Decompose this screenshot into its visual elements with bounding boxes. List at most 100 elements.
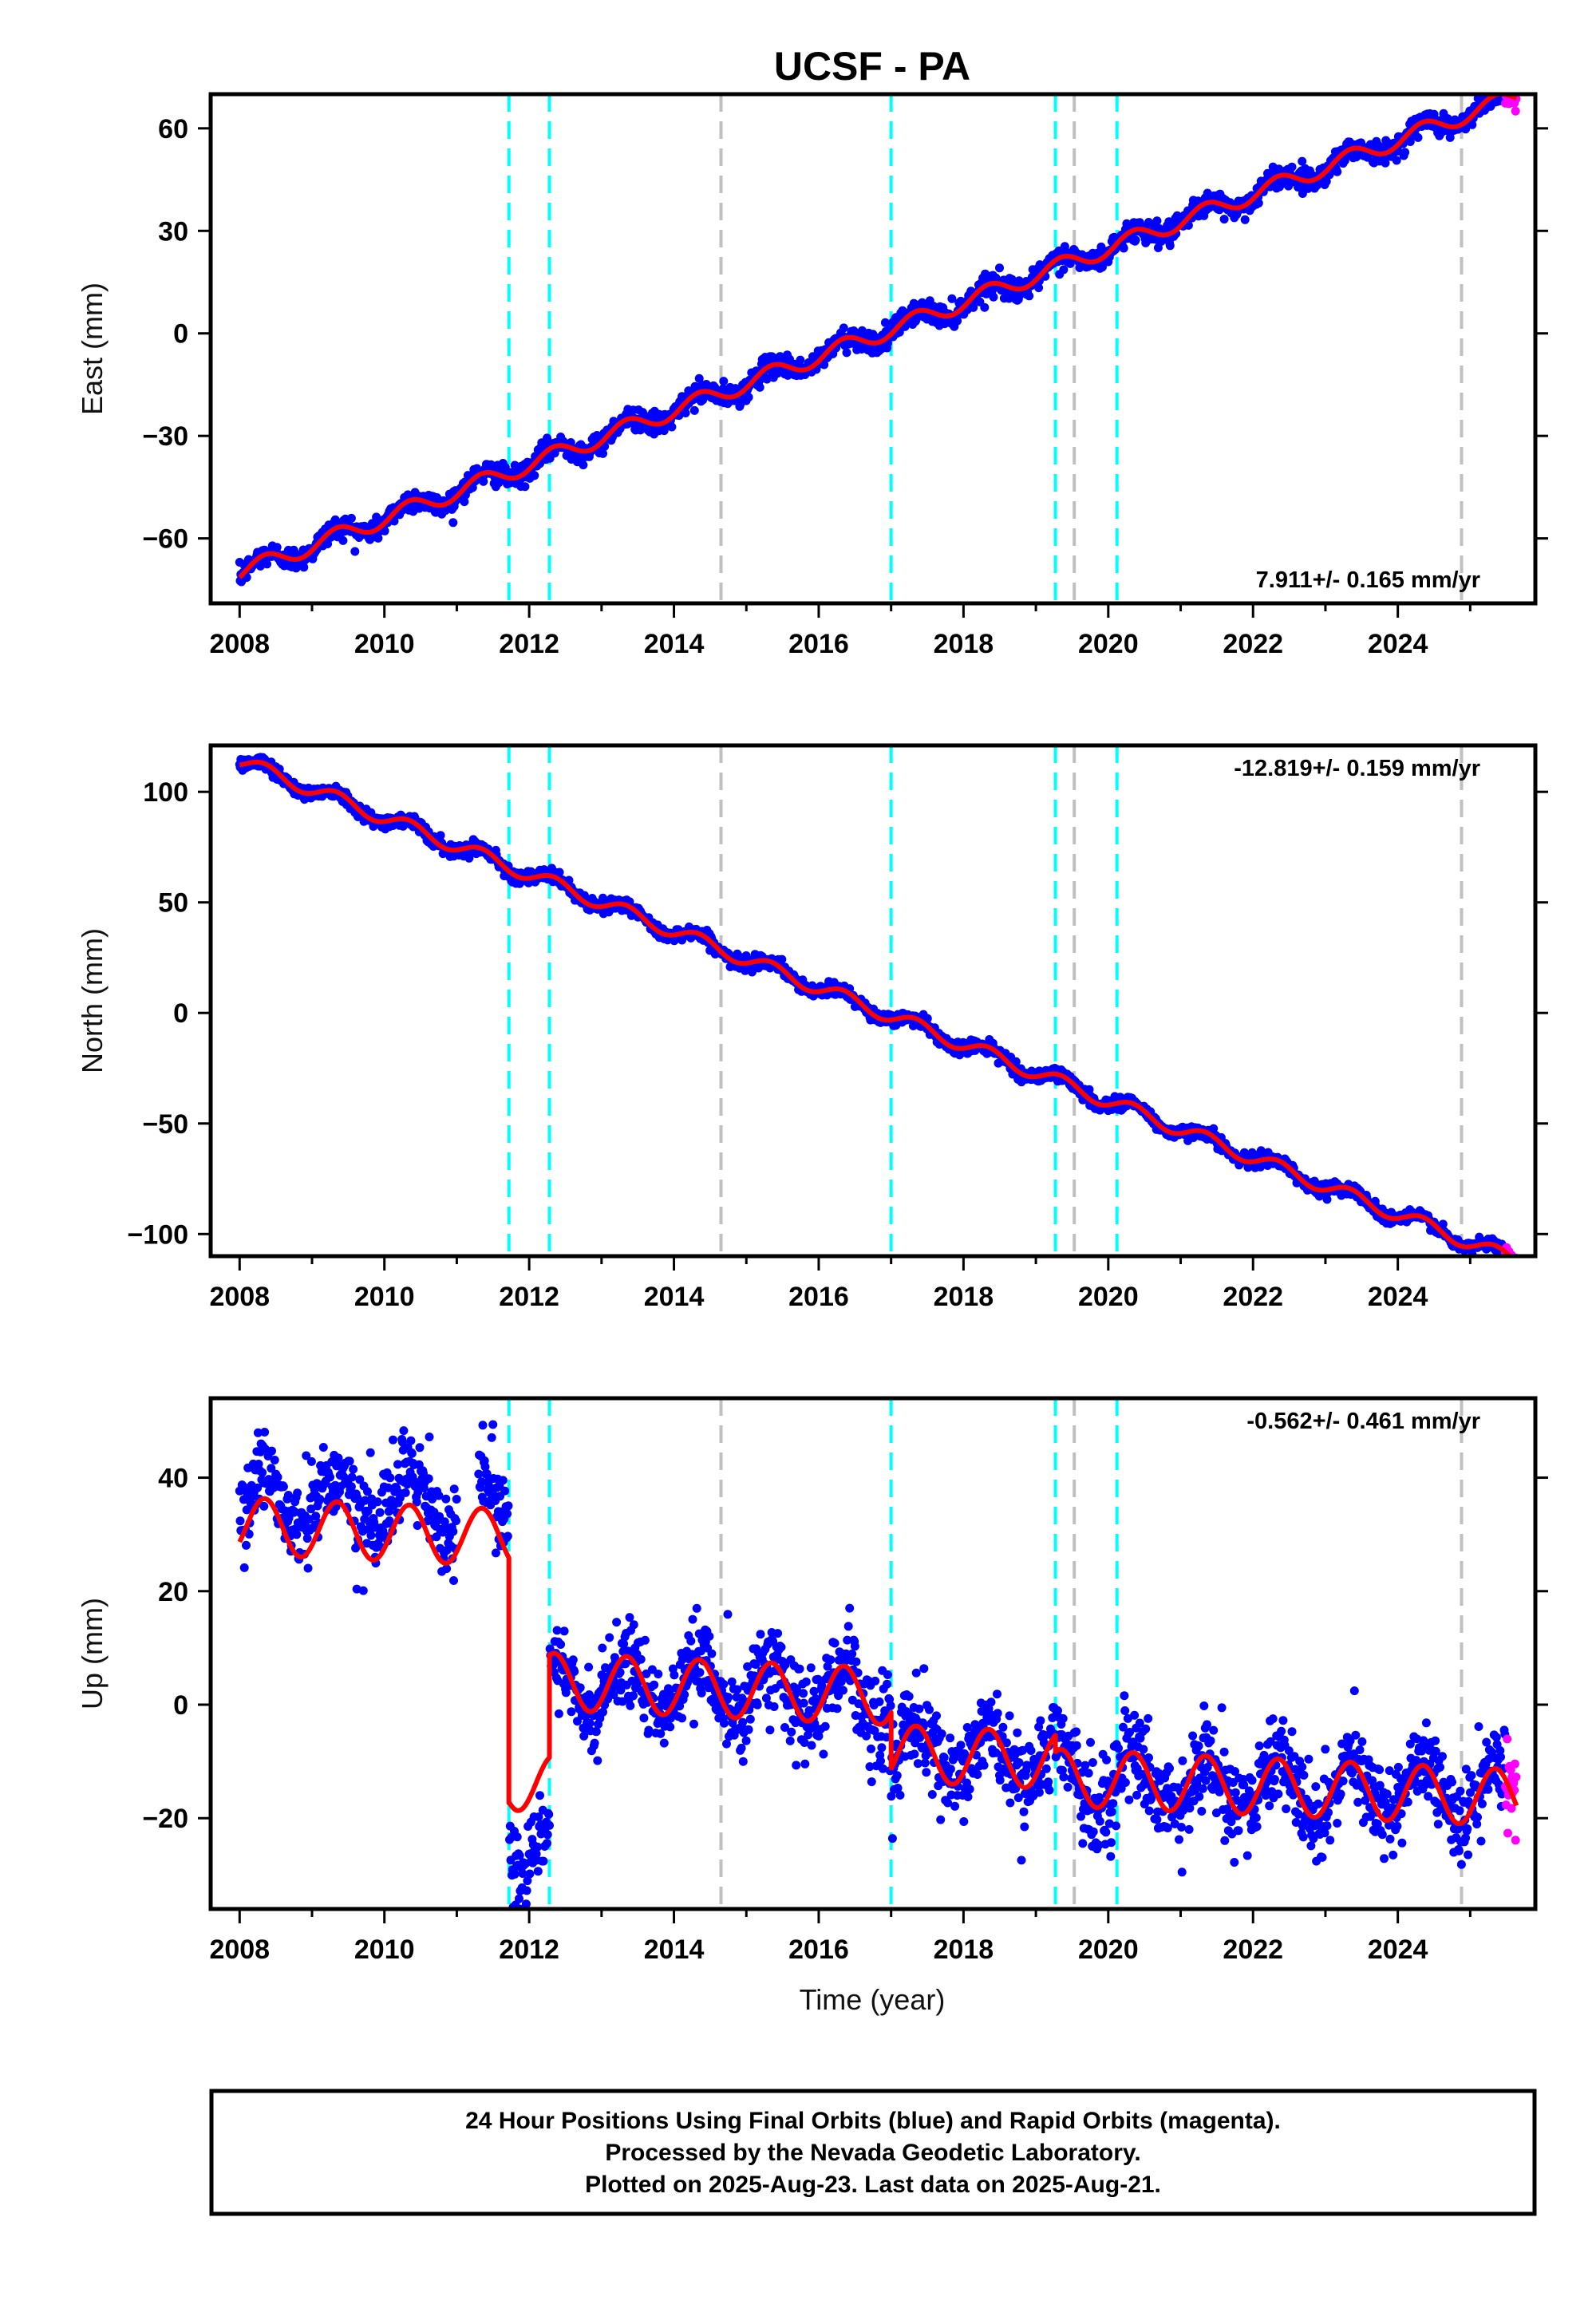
x-tick-label: 2018 [934, 629, 994, 659]
final-orbit-point [415, 1443, 425, 1452]
final-orbit-point [1333, 167, 1342, 176]
final-orbit-point [373, 1497, 382, 1507]
y-tick-label: 30 [158, 216, 188, 247]
final-orbit-point [375, 1508, 385, 1517]
final-orbit-point [744, 393, 753, 402]
final-orbit-point [448, 1527, 458, 1536]
final-orbit-point [1321, 176, 1331, 186]
final-orbit-point [346, 513, 356, 523]
final-orbit-point [591, 1727, 601, 1737]
final-orbit-point [584, 1662, 594, 1672]
velocity-label: 7.911+/- 0.165 mm/yr [1256, 567, 1480, 593]
x-tick-label: 2020 [1078, 629, 1139, 659]
x-tick-label: 2024 [1368, 1282, 1428, 1312]
final-orbit-point [1025, 291, 1034, 301]
final-orbit-point [478, 1421, 488, 1430]
final-orbit-point [568, 1655, 578, 1665]
final-orbit-point [1240, 215, 1250, 224]
final-orbit-point [520, 482, 530, 492]
final-orbit-point [452, 1495, 461, 1504]
final-orbit-point [545, 1820, 554, 1830]
final-orbit-point [460, 497, 469, 507]
x-tick-label: 2010 [354, 629, 415, 659]
final-orbit-point [260, 1428, 270, 1437]
x-tick-label: 2016 [788, 629, 849, 659]
final-orbit-point [1119, 243, 1128, 253]
final-orbit-point [503, 1509, 512, 1519]
final-orbit-point [554, 1709, 563, 1718]
final-orbit-point [406, 1436, 416, 1445]
x-tick-label: 2014 [644, 629, 705, 659]
rapid-orbit-point [1511, 106, 1520, 116]
y-tick-label: −100 [127, 1219, 188, 1250]
x-tick-label: 2022 [1223, 1282, 1283, 1312]
final-orbit-point [302, 1534, 312, 1543]
final-orbit-point [448, 518, 458, 528]
final-orbit-point [315, 1495, 325, 1504]
final-orbit-point [598, 449, 607, 458]
final-orbit-point [242, 1540, 251, 1550]
final-orbit-point [512, 1832, 522, 1842]
final-orbit-point [239, 1563, 249, 1572]
x-tick-label: 2020 [1078, 1282, 1139, 1312]
final-orbit-point [441, 1494, 451, 1504]
final-orbit-point [366, 1531, 376, 1540]
final-orbit-point [283, 1491, 293, 1500]
final-orbit-point [510, 1869, 519, 1879]
y-axis-title: East (mm) [76, 283, 109, 415]
final-orbit-point [1164, 217, 1174, 227]
final-orbit-point [796, 355, 805, 365]
final-orbit-point [503, 1531, 512, 1541]
final-orbit-point [556, 1640, 566, 1649]
final-orbit-point [1400, 148, 1410, 157]
final-orbit-point [488, 1420, 498, 1429]
final-orbit-point [401, 1488, 410, 1497]
final-orbit-point [407, 1448, 417, 1458]
final-orbit-point [380, 526, 389, 536]
final-orbit-point [567, 1707, 576, 1717]
final-orbit-point [345, 1456, 354, 1466]
final-orbit-point [667, 422, 677, 432]
final-orbit-point [500, 1486, 510, 1496]
east-panel: 2008 2010 2012 2014 2016 2018 2020 2022 20246030… [76, 92, 1548, 659]
north-panel: 2008 2010 2012 2014 2016 2018 2020 2022 20241005… [76, 743, 1548, 1312]
final-orbit-point [880, 318, 890, 327]
x-tick-label: 2010 [354, 1282, 415, 1312]
final-orbit-point [980, 302, 990, 312]
final-orbit-point [235, 1516, 245, 1526]
final-orbit-point [777, 954, 787, 964]
y-tick-label: 50 [158, 888, 188, 919]
final-orbit-point [292, 1530, 302, 1539]
final-orbit-point [449, 1576, 458, 1585]
model-fit-curve [238, 94, 1519, 579]
final-orbit-point [719, 377, 729, 386]
final-orbit-point [358, 1586, 368, 1595]
final-orbit-point [1287, 162, 1297, 172]
final-orbit-point [533, 1867, 543, 1876]
final-orbit-point [365, 1448, 375, 1457]
final-orbit-point [318, 1443, 328, 1452]
final-orbit-point [543, 1830, 552, 1840]
final-orbit-point [303, 1563, 313, 1573]
final-orbit-point [585, 1718, 595, 1728]
x-tick-label: 2008 [209, 629, 270, 659]
final-orbit-point [1298, 156, 1307, 166]
final-orbit-point [544, 1810, 554, 1819]
final-orbit-point [452, 1516, 460, 1526]
final-orbit-point [389, 1435, 397, 1445]
final-orbit-point [1381, 158, 1390, 168]
velocity-label: -12.819+/- 0.159 mm/yr [1234, 756, 1480, 781]
final-orbit-point [839, 323, 848, 333]
y-tick-label: −60 [142, 524, 188, 555]
x-tick-label: 2016 [788, 1282, 849, 1312]
final-orbit-point [263, 559, 272, 569]
plot-area [235, 94, 1521, 603]
chart-title: UCSF - PA [774, 44, 970, 89]
final-orbit-point [373, 533, 383, 543]
final-orbit-point [1254, 199, 1263, 207]
final-orbit-point [385, 1473, 395, 1483]
final-orbit-point [1034, 283, 1044, 293]
final-orbit-point [989, 292, 998, 302]
